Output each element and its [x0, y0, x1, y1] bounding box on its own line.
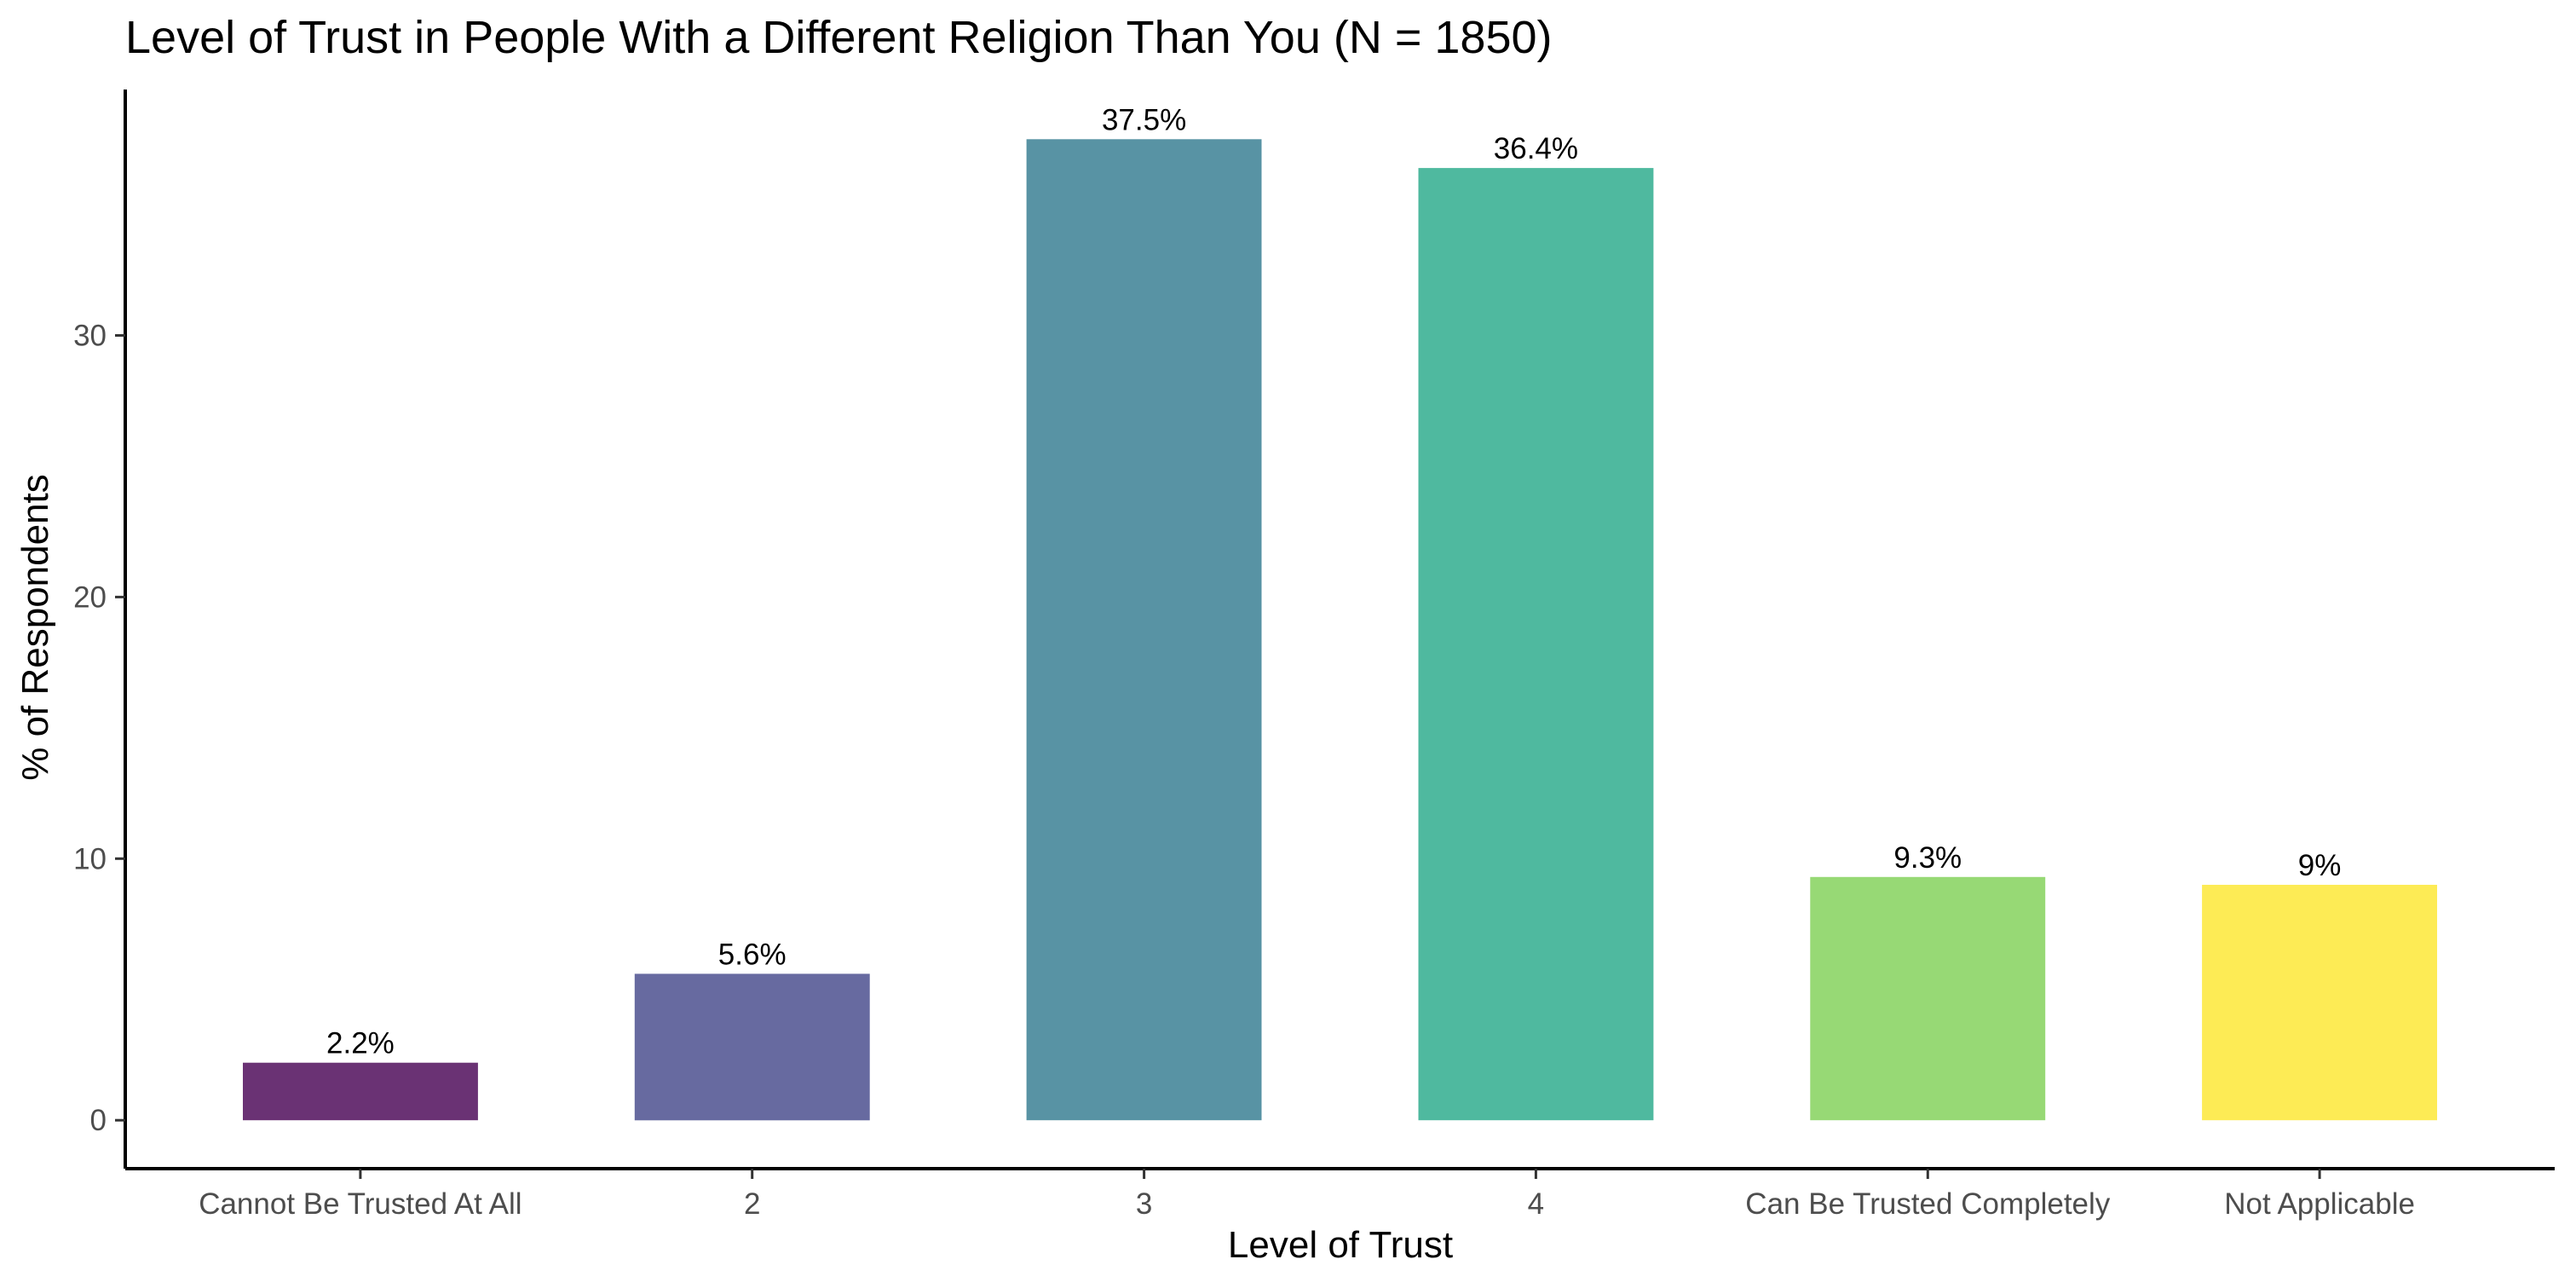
data-label-5: 9%: [2298, 849, 2342, 882]
bar-0: [243, 1062, 478, 1121]
data-label-4: 9.3%: [1893, 841, 1962, 875]
bar-3: [1418, 168, 1654, 1121]
x-tick-label-1: 2: [744, 1187, 760, 1221]
x-axis-ticks: Cannot Be Trusted At All 2 3 4 Can Be Truste…: [199, 1169, 2415, 1221]
y-axis-title: % of Respondents: [14, 474, 56, 781]
bar-4: [1810, 876, 2046, 1121]
x-tick-label-0: Cannot Be Trusted At All: [199, 1187, 522, 1221]
x-tick-label-3: 4: [1528, 1187, 1544, 1221]
x-tick-label-2: 3: [1136, 1187, 1152, 1221]
data-label-3: 36.4%: [1494, 132, 1578, 165]
bar-1: [634, 973, 870, 1121]
y-tick-label-1: 10: [73, 842, 107, 875]
x-tick-label-4: Can Be Trusted Completely: [1745, 1187, 2110, 1221]
bars-group: [243, 139, 2437, 1121]
y-axis-ticks: 0 10 20 30: [73, 320, 125, 1137]
y-tick-label-2: 20: [73, 580, 107, 614]
x-axis-title: Level of Trust: [1228, 1224, 1453, 1266]
data-label-1: 5.6%: [718, 938, 787, 971]
y-tick-label-0: 0: [90, 1104, 107, 1137]
y-tick-label-3: 30: [73, 320, 107, 353]
data-label-2: 37.5%: [1102, 103, 1186, 136]
data-labels-group: 2.2% 5.6% 37.5% 36.4% 9.3% 9%: [326, 103, 2341, 1060]
data-label-0: 2.2%: [326, 1027, 395, 1060]
bar-5: [2202, 885, 2437, 1121]
bar-2: [1026, 139, 1262, 1121]
x-tick-label-5: Not Applicable: [2224, 1187, 2415, 1221]
chart-title: Level of Trust in People With a Differen…: [125, 12, 1553, 63]
